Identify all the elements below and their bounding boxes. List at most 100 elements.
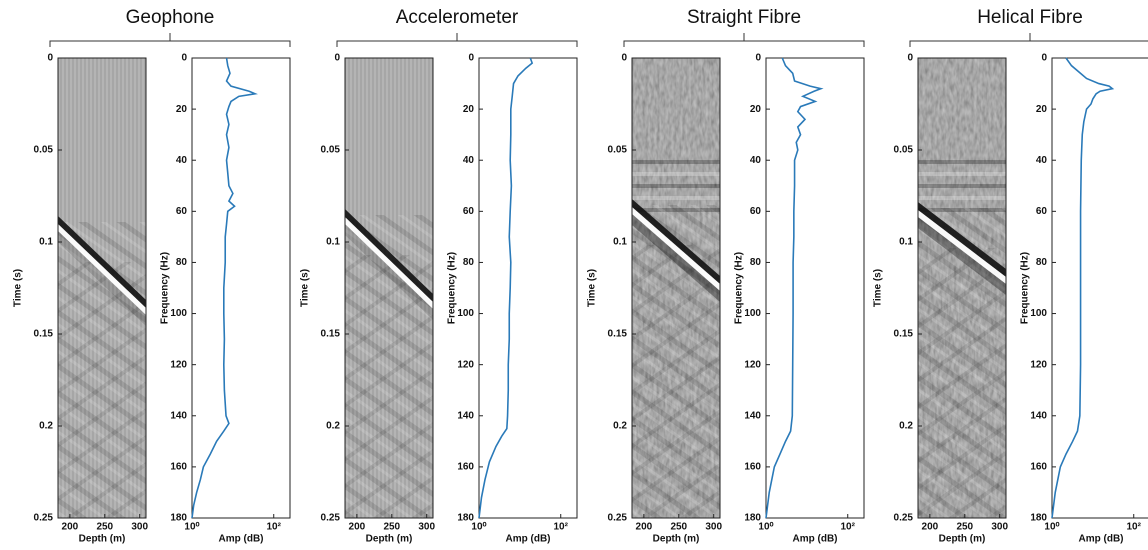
plot-frame (1051, 57, 1148, 519)
spectrum-line (191, 57, 258, 519)
x-tick-label: 300 (418, 522, 435, 533)
arrival-shadow (918, 217, 1006, 295)
y-tick-label: 180 (170, 513, 187, 524)
x-tick-label: 200 (349, 522, 366, 533)
y-axis-label: Time (s) (13, 269, 24, 307)
y-tick-label: 0.2 (899, 421, 913, 432)
y-axis-label: Frequency (Hz) (447, 252, 458, 324)
x-tick-label: 250 (383, 522, 400, 533)
x-tick-label: 250 (96, 522, 113, 533)
x-axis-label: Depth (m) (653, 534, 700, 545)
seismic-image (58, 58, 146, 518)
y-tick-label: 0.15 (608, 329, 628, 340)
seismic-image (632, 58, 720, 518)
y-tick-label: 100 (1030, 308, 1047, 319)
y-tick-label: 180 (744, 513, 761, 524)
y-axis-label: Frequency (Hz) (734, 252, 745, 324)
y-tick-label: 160 (744, 462, 761, 473)
y-tick-label: 60 (176, 206, 188, 217)
y-tick-label: 0 (47, 53, 53, 64)
y-axis-label: Frequency (Hz) (1020, 252, 1031, 324)
x-tick-label: 10⁰ (758, 522, 773, 533)
plot-frame (57, 57, 147, 519)
y-tick-label: 40 (176, 155, 188, 166)
noise-band (632, 196, 720, 200)
y-tick-label: 0.2 (39, 421, 53, 432)
image-layers (345, 58, 433, 518)
plot-frame (917, 57, 1007, 519)
y-tick-label: 60 (750, 206, 762, 217)
x-tick-label: 10⁰ (1044, 522, 1059, 533)
y-tick-label: 0.1 (39, 237, 53, 248)
noise-band (632, 172, 720, 176)
y-tick-label: 0.05 (321, 145, 341, 156)
y-tick-label: 120 (1030, 359, 1047, 370)
x-tick-label: 10² (554, 522, 569, 533)
y-tick-label: 0 (1041, 53, 1047, 64)
spectrum-line (1051, 57, 1115, 519)
y-tick-label: 0.15 (34, 329, 54, 340)
x-tick-label: 10⁰ (471, 522, 486, 533)
y-tick-label: 80 (1036, 257, 1048, 268)
image-hatch2 (918, 248, 1006, 518)
x-tick-label: 10² (1127, 522, 1142, 533)
y-tick-label: 80 (463, 257, 475, 268)
x-axis-label: Amp (dB) (219, 534, 264, 545)
panel-title: Straight Fibre (687, 7, 801, 28)
arrival-dark (632, 199, 720, 284)
image-layers (918, 58, 1006, 518)
arrival-dark (345, 209, 433, 302)
x-tick-label: 10² (841, 522, 856, 533)
x-tick-label: 200 (62, 522, 79, 533)
y-tick-label: 0.05 (894, 145, 914, 156)
y-tick-label: 0 (755, 53, 761, 64)
y-tick-label: 40 (750, 155, 762, 166)
y-tick-label: 0.25 (321, 513, 341, 524)
y-axis-label: Time (s) (873, 269, 884, 307)
y-tick-label: 180 (457, 513, 474, 524)
y-tick-label: 0 (181, 53, 187, 64)
plot-frame (478, 57, 578, 519)
x-tick-label: 10⁰ (184, 522, 199, 533)
y-tick-label: 0.05 (608, 145, 628, 156)
bracket (623, 33, 865, 47)
bracket (336, 33, 578, 47)
y-tick-label: 140 (457, 410, 474, 421)
noise-band (632, 160, 720, 164)
x-tick-label: 300 (991, 522, 1008, 533)
arrival-dark (58, 216, 146, 308)
plot-frame (344, 57, 434, 519)
x-axis-label: Depth (m) (79, 534, 126, 545)
y-tick-label: 160 (457, 462, 474, 473)
y-tick-label: 160 (170, 462, 187, 473)
y-tick-label: 80 (750, 257, 762, 268)
y-tick-label: 0.15 (321, 329, 341, 340)
y-axis-label: Time (s) (587, 269, 598, 307)
y-tick-label: 100 (170, 308, 187, 319)
seismic-image (345, 58, 433, 518)
plot-frame (191, 57, 291, 519)
x-tick-label: 200 (922, 522, 939, 533)
arrival-light (58, 224, 146, 315)
noise-band (632, 184, 720, 188)
y-tick-label: 140 (1030, 410, 1047, 421)
noise-band (918, 196, 1006, 200)
y-tick-label: 120 (744, 359, 761, 370)
x-axis-label: Depth (m) (366, 534, 413, 545)
y-tick-label: 20 (1036, 104, 1048, 115)
y-tick-label: 0.1 (613, 237, 627, 248)
x-tick-label: 250 (956, 522, 973, 533)
y-tick-label: 60 (1036, 206, 1048, 217)
image-hatch2 (58, 262, 146, 518)
y-tick-label: 40 (1036, 155, 1048, 166)
image-layers (632, 58, 720, 518)
y-tick-label: 180 (1030, 513, 1047, 524)
panel-title: Accelerometer (396, 7, 519, 28)
y-tick-label: 120 (457, 359, 474, 370)
x-tick-label: 10² (267, 522, 282, 533)
noise-band (918, 172, 1006, 176)
y-tick-label: 100 (457, 308, 474, 319)
y-tick-label: 140 (170, 410, 187, 421)
y-tick-label: 0.2 (613, 421, 627, 432)
panel-title: Helical Fibre (977, 7, 1083, 28)
